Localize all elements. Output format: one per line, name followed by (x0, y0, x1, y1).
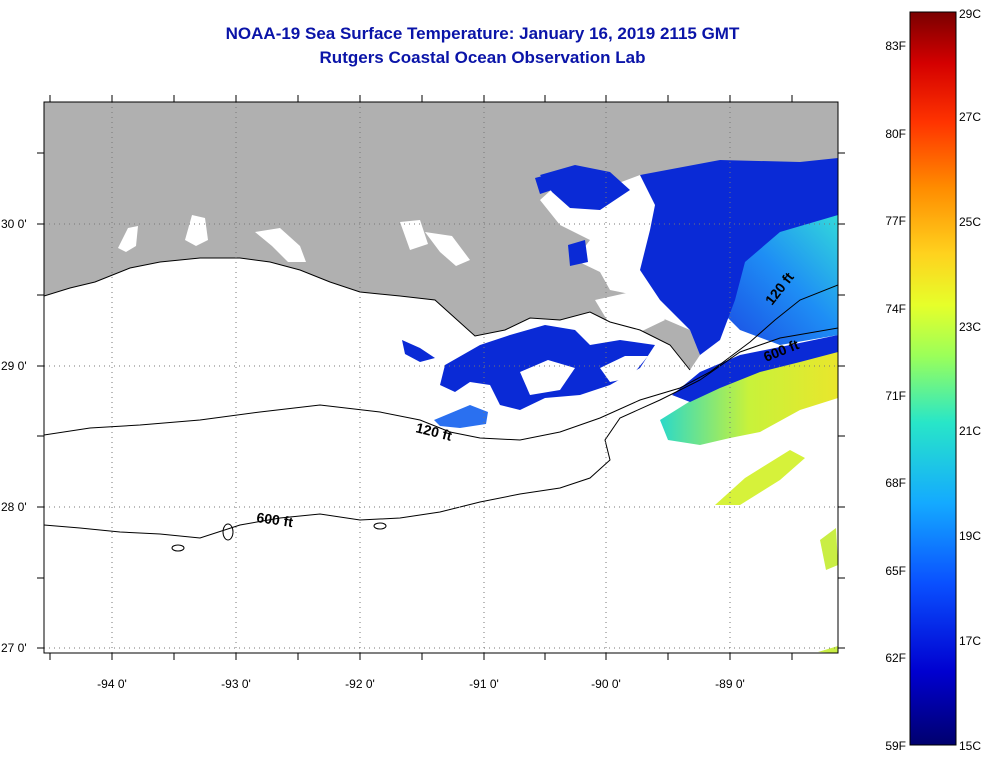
map-subtitle: Rutgers Coastal Ocean Observation Lab (319, 48, 646, 67)
colorbar-f-label: 68F (885, 476, 906, 490)
contour-label: 600 ft (256, 509, 295, 530)
colorbar-c-label: 15C (959, 739, 981, 753)
sst-warm-streak (820, 528, 838, 570)
bathymetry-feature (222, 523, 234, 541)
no-data-gap (600, 356, 648, 382)
grid-lines (44, 102, 838, 653)
lat-label: 27 0' (1, 641, 27, 655)
lake (400, 220, 428, 250)
plot-frame (43, 101, 839, 654)
lake (595, 290, 665, 332)
bathymetry-feature (373, 522, 387, 530)
colorbar-f-label: 74F (885, 302, 906, 316)
lake (255, 228, 306, 262)
colorbar-f-label: 77F (885, 214, 906, 228)
colorbar-c-label: 23C (959, 320, 981, 334)
lat-label: 28 0' (1, 500, 27, 514)
sst-cold-band (672, 335, 838, 402)
lon-label: -94 0' (97, 677, 127, 691)
axis-ticks (37, 95, 845, 660)
colorbar-c-label: 29C (959, 7, 981, 21)
colorbar-f-label: 83F (885, 39, 906, 53)
colorbar-c-label: 25C (959, 215, 981, 229)
colorbar-c-label: 17C (959, 634, 981, 648)
lake (185, 215, 208, 246)
coastline (44, 257, 691, 371)
lake (118, 226, 138, 252)
lon-label: -91 0' (469, 677, 499, 691)
sst-cold-band (540, 165, 630, 210)
colorbar-c-label: 21C (959, 424, 981, 438)
colorbar-f-label: 62F (885, 651, 906, 665)
isobath-600ft (44, 327, 838, 539)
colorbar-f-label: 80F (885, 127, 906, 141)
sst-cold-band (640, 158, 838, 355)
lon-label: -93 0' (221, 677, 251, 691)
sst-warm-streak (715, 450, 805, 505)
colorbar-f-label: 59F (885, 739, 906, 753)
sst-cold-band (434, 405, 488, 428)
colorbar (909, 11, 957, 746)
sst-cold-band (568, 240, 588, 266)
sst-warm-region (660, 350, 838, 445)
colorbar-f-label: 71F (885, 389, 906, 403)
lon-label: -90 0' (591, 677, 621, 691)
sst-cold-band (402, 340, 435, 362)
bathymetry-feature (171, 544, 185, 552)
lat-label: 29 0' (1, 359, 27, 373)
map-title: NOAA-19 Sea Surface Temperature: January… (225, 24, 740, 43)
colorbar-c-label: 27C (959, 110, 981, 124)
lake (425, 232, 470, 266)
colorbar-c-label: 19C (959, 529, 981, 543)
lon-label: -89 0' (715, 677, 745, 691)
lat-label: 30 0' (1, 217, 27, 231)
sst-warm-streak (818, 646, 838, 653)
lon-label: -92 0' (345, 677, 375, 691)
sst-cold-band (535, 174, 552, 194)
colorbar-f-label: 65F (885, 564, 906, 578)
isobath-120ft (44, 284, 838, 441)
no-data-gap (520, 360, 575, 395)
